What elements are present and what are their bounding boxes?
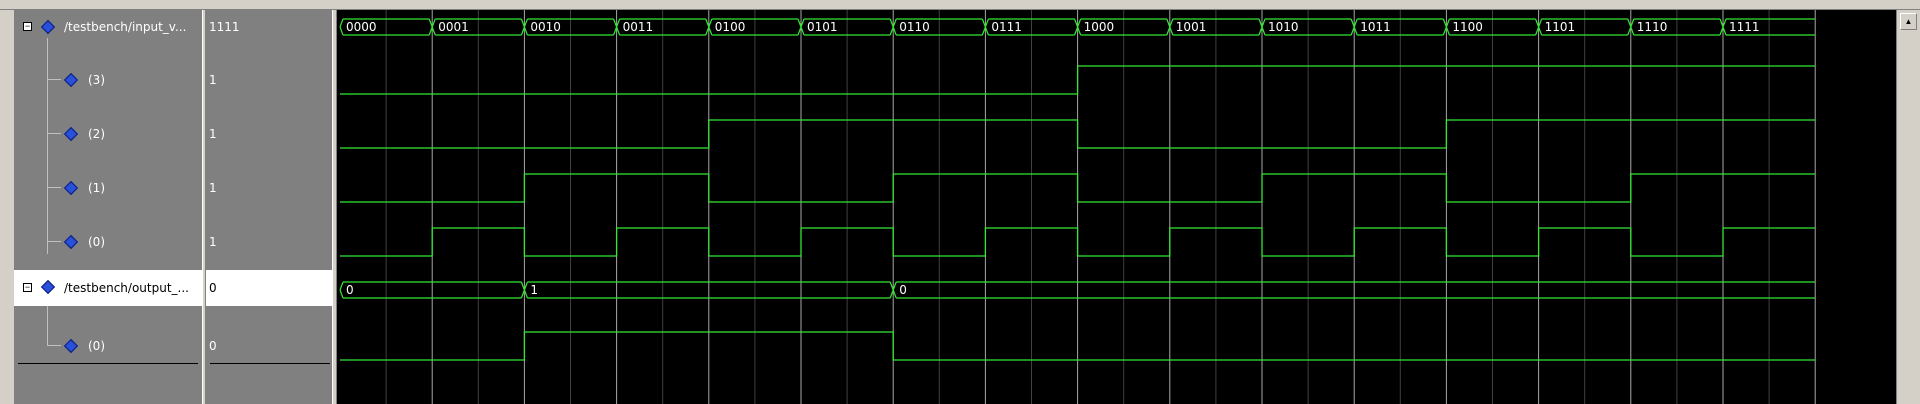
bus-segment	[431, 18, 525, 36]
bus-segment	[1261, 18, 1355, 36]
pane-divider[interactable]	[202, 10, 206, 404]
tree-branch	[47, 241, 61, 242]
value-text: 1	[209, 127, 217, 141]
bus-segment	[523, 281, 894, 299]
tree-branch	[47, 187, 61, 188]
blue-diamond-icon	[40, 19, 56, 35]
bus-value-label: 1010	[1268, 20, 1299, 34]
bus-value-label: 1111	[1729, 20, 1760, 34]
tree-line	[47, 38, 48, 254]
bus-value-label: 0011	[623, 20, 654, 34]
bus-value-label: 1001	[1176, 20, 1207, 34]
bus-value-label: 0010	[530, 20, 561, 34]
bus-segment	[892, 281, 1816, 299]
blue-diamond-icon	[63, 338, 79, 354]
value-text: 0	[209, 339, 217, 353]
waveform-canvas: 0000 0001 0010 0011 0100 0101 0110 0111 1000 1001…	[339, 10, 1816, 404]
value-cell: 0	[206, 270, 332, 306]
bus-value-label: 0000	[346, 20, 377, 34]
value-text: 1	[209, 73, 217, 87]
value-cell: 1	[206, 178, 332, 198]
value-cell: 1	[206, 232, 332, 252]
signal-row-input-bit1[interactable]: (1)	[14, 178, 202, 198]
bus-value-label: 0110	[899, 20, 930, 34]
signal-row-input-bit0[interactable]: (0)	[14, 232, 202, 252]
tree-branch	[47, 79, 61, 80]
bus-value-label: 0101	[807, 20, 838, 34]
bus-value-label: 1110	[1637, 20, 1668, 34]
signal-name: /testbench/output_...	[64, 281, 189, 295]
signal-name: (0)	[88, 339, 105, 353]
signal-name: (3)	[88, 73, 105, 87]
bus-segment	[1353, 18, 1447, 36]
waveform-pane[interactable]: 0000 0001 0010 0011 0100 0101 0110 0111 1000 1001…	[337, 10, 1896, 404]
value-cell: 1	[206, 124, 332, 144]
bit-waveform	[340, 65, 1816, 95]
bus-segment	[339, 18, 433, 36]
bus-segment	[892, 18, 986, 36]
signal-name: (0)	[88, 235, 105, 249]
signal-row-input-bit3[interactable]: (3)	[14, 70, 202, 90]
bus-value-label: 1100	[1452, 20, 1483, 34]
signal-row-input-bit2[interactable]: (2)	[14, 124, 202, 144]
header-strip	[0, 0, 1920, 10]
bus-segment	[339, 281, 525, 299]
signal-names-pane[interactable]: − /testbench/input_v... (3) (2) (1) (	[14, 10, 202, 404]
cursor-line	[210, 363, 330, 364]
bus-segment	[1077, 18, 1171, 36]
bus-segment	[1538, 18, 1632, 36]
bus-value-label: 1000	[1084, 20, 1115, 34]
bit-waveform	[340, 173, 1816, 203]
blue-diamond-icon	[63, 234, 79, 250]
signal-name: /testbench/input_v...	[64, 20, 187, 34]
bus-segment	[1445, 18, 1540, 36]
signal-values-pane[interactable]: 1111 1 1 1 1 0 0	[206, 10, 332, 404]
value-cell: 1111	[206, 17, 332, 37]
cursor-line	[18, 363, 198, 364]
value-text: 1	[209, 181, 217, 195]
bus-value-label: 0001	[438, 20, 469, 34]
bit-waveform	[340, 227, 1816, 257]
signal-row-output-bit0[interactable]: (0)	[14, 336, 202, 356]
blue-diamond-icon	[63, 180, 79, 196]
bit-waveform	[340, 119, 1816, 149]
minus-box-icon[interactable]: −	[23, 21, 32, 31]
bus-segment	[1722, 18, 1816, 36]
bus-segment	[1169, 18, 1263, 36]
value-cell: 1	[206, 70, 332, 90]
value-text: 1	[209, 235, 217, 249]
value-text: 1111	[209, 20, 240, 34]
signal-row-output[interactable]: − /testbench/output_...	[14, 270, 202, 306]
up-arrow-icon[interactable]: ▲	[1900, 13, 1917, 30]
tree-branch	[47, 345, 61, 346]
tree-line	[47, 306, 48, 346]
bus-value-label: 1101	[1545, 20, 1576, 34]
signal-name: (2)	[88, 127, 105, 141]
minus-box-icon[interactable]: −	[23, 282, 32, 292]
blue-diamond-icon	[40, 279, 56, 295]
bus-segment	[523, 18, 618, 36]
vertical-scrollbar[interactable]: ▲	[1896, 10, 1920, 404]
bus-segment	[1630, 18, 1724, 36]
blue-diamond-icon	[63, 126, 79, 142]
bus-value-label: 0111	[991, 20, 1022, 34]
bus-segment	[800, 18, 894, 36]
bus-value-label: 1011	[1360, 20, 1391, 34]
tree-branch	[47, 133, 61, 134]
pane-divider[interactable]	[332, 10, 337, 404]
bit-waveform	[340, 331, 1816, 361]
signal-name: (1)	[88, 181, 105, 195]
blue-diamond-icon	[63, 72, 79, 88]
bus-value-label: 0100	[715, 20, 746, 34]
bus-value-label: 0	[346, 283, 354, 297]
bus-value-label: 0	[899, 283, 907, 297]
signal-row-input[interactable]: − /testbench/input_v...	[14, 17, 202, 37]
bus-segment	[616, 18, 710, 36]
value-text: 0	[209, 281, 217, 295]
bus-value-label: 1	[530, 283, 538, 297]
bus-segment	[984, 18, 1079, 36]
value-cell: 0	[206, 336, 332, 356]
bus-segment	[708, 18, 802, 36]
